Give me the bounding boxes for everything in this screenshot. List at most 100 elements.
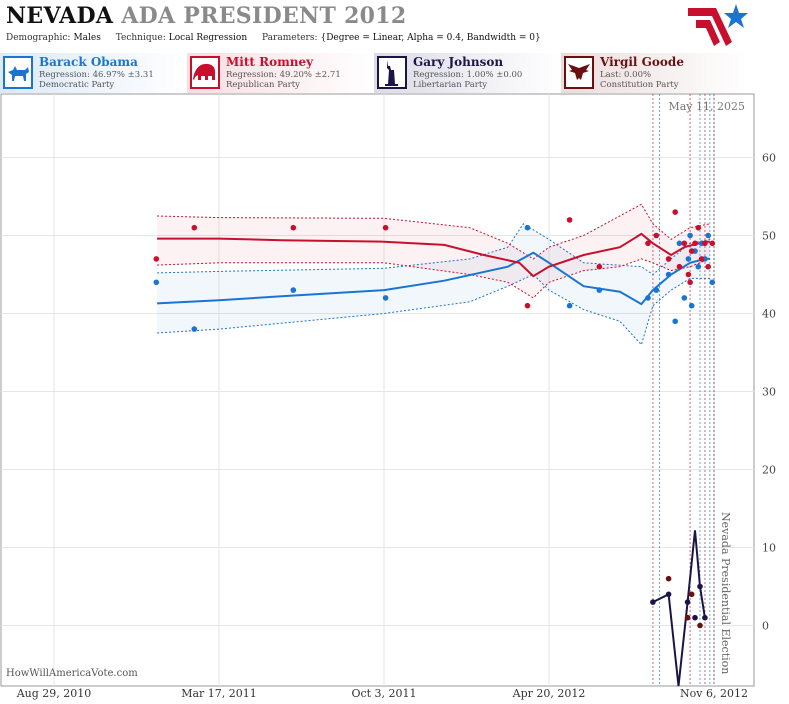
- candidate-name: Virgil Goode: [600, 55, 684, 69]
- poll-point: [709, 240, 716, 247]
- demographic-value: Males: [73, 33, 101, 43]
- poll-point: [705, 263, 711, 270]
- technique-label: Technique:: [115, 33, 166, 43]
- candidate-name: Mitt Romney: [226, 55, 314, 69]
- poll-point: [566, 302, 573, 309]
- x-tick-label: Mar 17, 2011: [181, 687, 257, 700]
- candidate-johnson[interactable]: Gary Johnson Regression: 1.00% ±0.00 Lib…: [374, 53, 560, 93]
- poll-point: [702, 240, 708, 247]
- x-tick-label: Nov 6, 2012: [680, 687, 748, 700]
- poll-point: [685, 256, 692, 262]
- candidate-stat: Last: 0.00%: [600, 70, 652, 80]
- parameters-label: Parameters:: [262, 33, 318, 43]
- trend-line: [157, 232, 710, 278]
- candidate-stat: Regression: 46.97% ±3.31: [39, 70, 154, 80]
- source-credit: HowWillAmericaVote.com: [6, 668, 138, 679]
- candidate-name: Gary Johnson: [413, 55, 504, 69]
- poll-point: [382, 224, 389, 231]
- y-tick-label: 50: [762, 230, 776, 243]
- poll-point: [681, 295, 688, 301]
- y-tick-label: 40: [762, 308, 776, 321]
- candidate-name: Barack Obama: [39, 55, 138, 69]
- poll-point: [596, 263, 603, 270]
- poll-point: [653, 287, 660, 293]
- y-tick-label: 30: [762, 386, 776, 399]
- candidate-party: Constitution Party: [600, 80, 679, 90]
- title-state: NEVADA: [6, 3, 114, 29]
- poll-point: [153, 256, 160, 262]
- poll-point: [524, 224, 531, 231]
- poll-point: [650, 599, 656, 605]
- poll-point: [684, 599, 691, 605]
- poll-point: [653, 232, 660, 239]
- poll-point: [672, 209, 678, 215]
- page-title: NEVADA ADA PRESIDENT 2012: [6, 3, 407, 29]
- election-label: Nevada Presidential Election: [719, 512, 732, 674]
- y-tick-label: 0: [762, 620, 769, 633]
- poll-point: [684, 614, 691, 621]
- poll-point: [687, 232, 693, 239]
- parameters-value: {Degree = Linear, Alpha = 0.4, Bandwidth…: [320, 33, 541, 43]
- poll-point: [676, 263, 683, 270]
- candidate-romney[interactable]: Mitt Romney Regression: 49.20% ±2.71 Rep…: [187, 53, 373, 93]
- donkey-icon: [3, 56, 33, 89]
- technique-value: Local Regression: [168, 33, 248, 43]
- candidate-goode[interactable]: Virgil Goode Last: 0.00% Constitution Pa…: [561, 53, 747, 93]
- eagle-icon: [564, 56, 594, 89]
- poll-point: [645, 295, 651, 301]
- poll-point: [676, 240, 683, 247]
- poll-point: [702, 614, 708, 621]
- poll-point: [705, 232, 711, 239]
- y-tick-label: 10: [762, 542, 776, 555]
- poll-points: [153, 209, 716, 629]
- candidate-obama[interactable]: Barack Obama Regression: 46.97% ±3.31 De…: [0, 53, 186, 93]
- candidate-stat: Regression: 1.00% ±0.00: [413, 70, 523, 80]
- lower-bound-line: [157, 258, 711, 299]
- poll-point: [191, 224, 198, 231]
- poll-point: [191, 326, 198, 332]
- poll-point: [382, 295, 389, 301]
- poll-point: [672, 318, 678, 325]
- poll-point: [665, 271, 672, 278]
- poll-point: [685, 271, 692, 278]
- poll-point: [687, 279, 693, 286]
- poll-point: [692, 240, 698, 247]
- site-logo-icon: [688, 4, 748, 46]
- x-tick-label: Apr 20, 2012: [512, 687, 586, 700]
- poll-point: [645, 240, 651, 247]
- candidate-legend: Barack Obama Regression: 46.97% ±3.31 De…: [0, 53, 750, 93]
- x-axis-ticks: Aug 29, 2010 Mar 17, 2011 Oct 3, 2011 Apr 2…: [16, 687, 748, 700]
- date-label: May 11, 2025: [668, 100, 745, 113]
- candidate-party: Republican Party: [226, 80, 300, 90]
- poll-point: [692, 614, 698, 621]
- y-tick-label: 60: [762, 152, 776, 165]
- demographic-label: Demographic:: [6, 33, 71, 43]
- poll-point: [665, 591, 672, 598]
- poll-point: [290, 287, 297, 293]
- y-tick-label: 20: [762, 464, 776, 477]
- candidate-party: Libertarian Party: [413, 80, 488, 90]
- confidence-band: [157, 223, 710, 345]
- poll-point: [698, 256, 705, 262]
- x-tick-label: Oct 3, 2011: [351, 687, 416, 700]
- y-axis-ticks: 0 10 20 30 40 50 60: [762, 152, 776, 633]
- poll-point: [665, 575, 672, 582]
- title-rest: ADA PRESIDENT 2012: [121, 3, 407, 29]
- parameters-line: Demographic: Males Technique: Local Regres…: [6, 33, 553, 43]
- upper-bound-line: [157, 203, 710, 260]
- elephant-icon: [190, 56, 220, 89]
- poll-point: [681, 240, 688, 247]
- x-tick-label: Aug 29, 2010: [16, 687, 92, 700]
- poll-point: [665, 256, 672, 262]
- candidate-party: Democratic Party: [39, 80, 115, 90]
- poll-point: [688, 248, 695, 254]
- poll-point: [290, 224, 297, 231]
- poll-point: [566, 217, 573, 223]
- poll-point: [695, 224, 702, 231]
- liberty-statue-icon: [377, 56, 407, 89]
- poll-point: [695, 263, 702, 270]
- grid: [1, 94, 754, 686]
- poll-point: [709, 279, 716, 286]
- poll-point: [524, 302, 531, 309]
